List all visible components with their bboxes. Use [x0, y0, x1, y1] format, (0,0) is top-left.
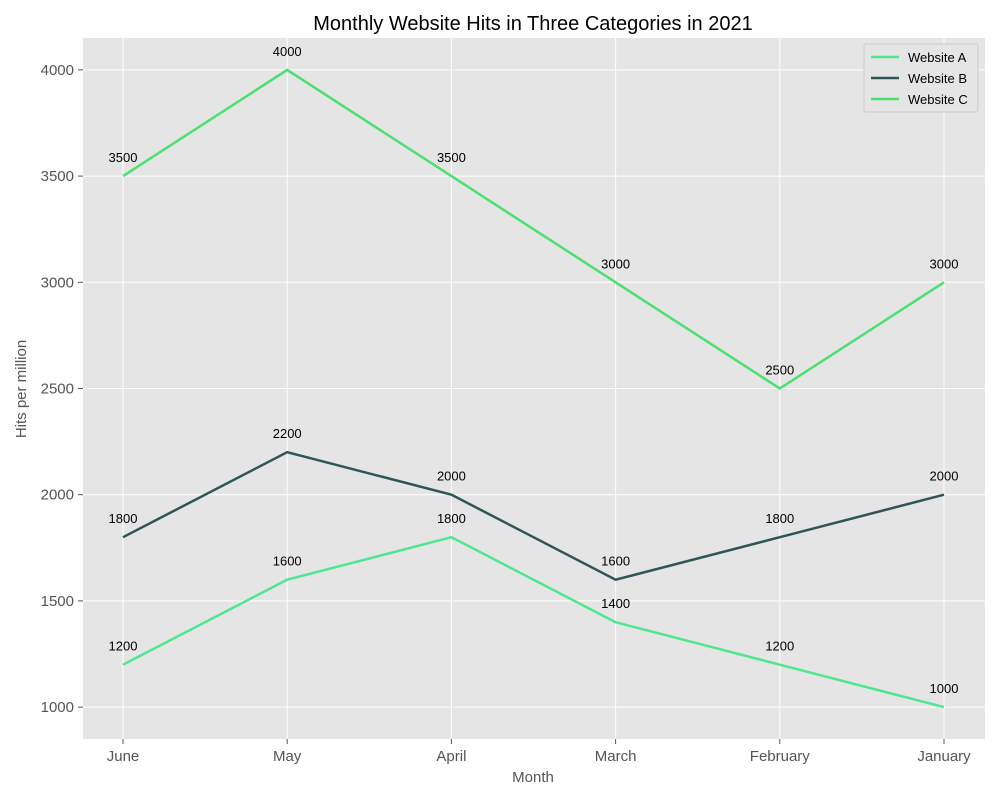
x-tick-label: March [595, 748, 637, 765]
x-tick-label: May [273, 748, 302, 765]
data-label: 1200 [109, 639, 138, 654]
data-label: 3000 [930, 256, 959, 271]
y-tick-label: 2000 [41, 487, 74, 504]
y-tick-label: 3000 [41, 274, 74, 291]
data-label: 1200 [765, 639, 794, 654]
data-label: 1600 [601, 554, 630, 569]
y-tick-label: 3500 [41, 168, 74, 185]
x-tick-label: June [107, 748, 140, 765]
y-tick-label: 1000 [41, 699, 74, 716]
data-label: 1800 [765, 511, 794, 526]
x-tick-label: January [917, 748, 971, 765]
y-tick-label: 1500 [41, 593, 74, 610]
legend: Website A Website B Website C [864, 44, 978, 112]
y-axis-ticks: 1000 1500 2000 2500 3000 3500 4000 [41, 62, 83, 716]
x-tick-label: April [436, 748, 466, 765]
y-tick-label: 2500 [41, 381, 74, 398]
data-label: 4000 [273, 44, 302, 59]
data-label: 2200 [273, 426, 302, 441]
data-label: 3000 [601, 256, 630, 271]
legend-entry: Website A [908, 50, 967, 65]
y-tick-label: 4000 [41, 62, 74, 79]
data-label: 3500 [109, 150, 138, 165]
data-label: 1800 [109, 511, 138, 526]
data-label: 2500 [765, 363, 794, 378]
y-axis-label: Hits per million [13, 340, 30, 438]
data-label: 2000 [930, 469, 959, 484]
data-label: 1800 [437, 511, 466, 526]
x-tick-label: February [750, 748, 811, 765]
data-label: 2000 [437, 469, 466, 484]
data-label: 1400 [601, 596, 630, 611]
legend-entry: Website B [908, 71, 967, 86]
data-label: 1600 [273, 554, 302, 569]
x-axis-ticks: June May April March February January [107, 739, 971, 765]
x-axis-label: Month [512, 769, 554, 786]
data-label: 3500 [437, 150, 466, 165]
chart-title: Monthly Website Hits in Three Categories… [313, 13, 752, 35]
data-label: 1000 [930, 681, 959, 696]
legend-entry: Website C [908, 92, 968, 107]
